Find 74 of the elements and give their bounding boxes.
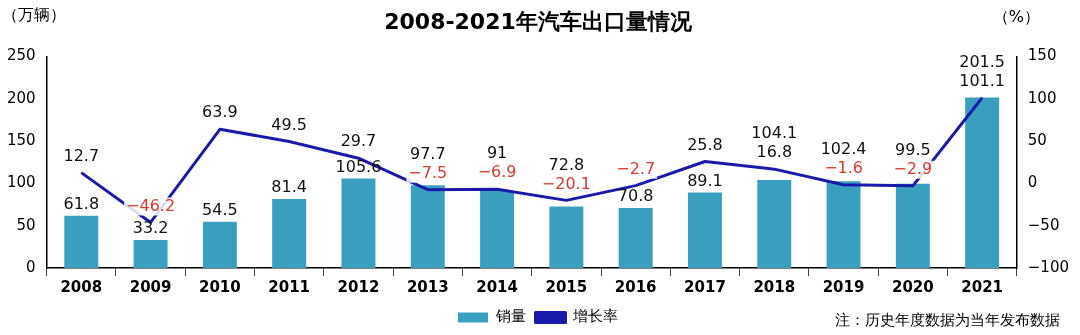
data-label: 70.8 [617,186,654,206]
data-label: 25.8 [687,134,723,154]
x-tick-label: 2017 [684,277,726,296]
data-label: 105.6 [335,156,382,176]
data-label: 102.4 [820,138,867,158]
x-tick-label: 2016 [614,277,657,296]
bar [826,181,861,268]
legend-label: 销量 [494,307,526,326]
x-tick-label: 2019 [822,277,865,296]
x-tick-label: 2010 [199,277,241,296]
data-label: 33.2 [132,218,169,238]
bar [202,221,237,268]
x-tick-label: 2020 [891,277,934,296]
x-tick-label: 2021 [961,277,1004,296]
data-label: 72.8 [548,154,585,174]
data-label: −1.6 [824,157,863,177]
data-label: 97.7 [409,143,446,163]
data-label: −20.1 [541,173,591,193]
legend-label: 增长率 [572,307,618,326]
data-label: 104.1 [751,123,798,143]
x-tick-label: 2018 [753,277,796,296]
bar [757,179,792,268]
data-label: −6.9 [477,162,517,182]
bar [64,215,99,268]
y2-tick-label: 150 [1027,46,1057,65]
bar [965,97,1000,268]
data-label: −2.9 [893,158,933,178]
y-tick-label: 200 [6,88,36,107]
y-tick-label: 50 [16,215,36,234]
data-label: 16.8 [756,142,793,162]
bar [410,185,445,268]
data-label: 63.9 [202,102,238,122]
data-label: 61.8 [63,193,100,213]
bar [133,239,168,268]
bar [618,208,653,268]
y2-axis-title: （%） [992,7,1040,27]
y2-tick-label: −100 [1027,257,1069,276]
x-tick-label: 2014 [476,277,518,296]
bar [341,178,376,268]
bar [549,206,584,268]
bar [272,199,307,268]
data-label: 89.1 [687,170,723,190]
data-label: 81.4 [271,177,307,197]
data-label: 201.5 [959,51,1006,71]
y-tick-label: 250 [6,46,36,65]
data-label: −7.5 [408,162,448,182]
y-tick-label: 100 [6,173,36,192]
text: 注：历史年度数据为当年发布数据 [835,311,1060,330]
data-label: 29.7 [340,131,377,151]
x-tick-label: 2008 [60,277,103,296]
data-label: −2.7 [616,158,656,178]
bar [687,192,722,268]
data-label: −46.2 [126,195,176,215]
y2-tick-label: 100 [1027,88,1057,107]
x-tick-label: 2015 [545,277,588,296]
bar [480,190,515,268]
y-axis-title: （万辆） [2,5,66,25]
x-tick-label: 2013 [406,277,449,296]
bar [895,183,930,268]
chart-title: 2008-2021年汽车出口量情况 [384,8,693,34]
y2-tick-label: −50 [1027,215,1060,234]
y-tick-label: 0 [26,257,36,276]
y-tick-label: 150 [6,130,36,149]
x-tick-label: 2011 [268,277,311,296]
data-label: 49.5 [271,114,307,134]
data-label: 91 [486,143,508,163]
data-label: 12.7 [63,145,100,165]
x-tick-label: 2012 [337,277,380,296]
x-tick-label: 2009 [129,277,172,296]
data-label: 101.1 [959,70,1006,90]
y2-tick-label: 50 [1027,130,1047,149]
data-label: 54.5 [202,200,238,220]
data-label: 99.5 [895,139,931,159]
y2-tick-label: 0 [1027,173,1038,192]
